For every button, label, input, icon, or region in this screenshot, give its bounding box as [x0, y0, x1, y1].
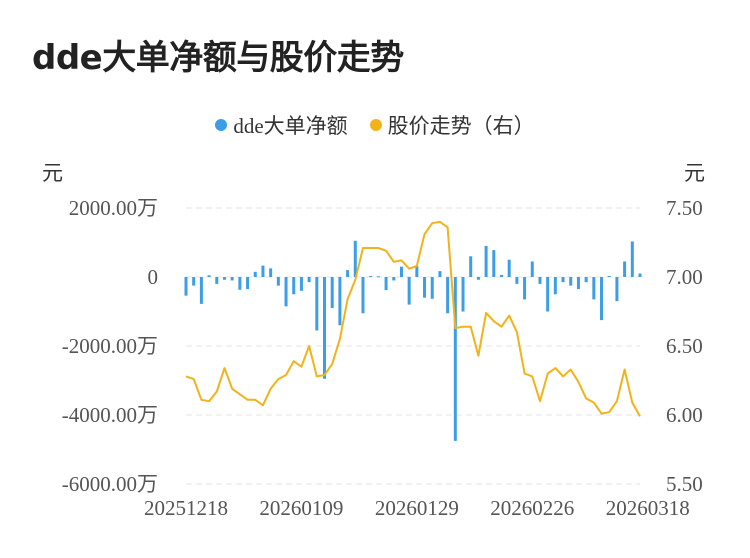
dde-bar — [307, 277, 311, 283]
y-left-tick-label: 2000.00万 — [69, 196, 158, 220]
dde-bar — [438, 271, 442, 277]
dde-bar — [569, 277, 573, 286]
left-axis-unit: 元 — [42, 161, 63, 185]
dde-bar — [630, 241, 634, 277]
dde-bar — [299, 277, 303, 291]
dde-bar — [446, 277, 450, 314]
dde-bar — [423, 277, 427, 298]
x-tick-label: 20260226 — [490, 496, 574, 520]
dde-bar — [430, 277, 434, 299]
dde-bar — [499, 274, 503, 277]
dde-bar — [361, 277, 365, 314]
dde-bar — [330, 277, 334, 309]
dde-bar — [246, 277, 250, 290]
legend-dot-dde-icon — [215, 119, 228, 131]
dde-bar — [523, 277, 527, 300]
dde-bar — [253, 271, 257, 277]
dde-bar — [638, 273, 642, 277]
x-tick-label: 20260109 — [259, 496, 343, 520]
dde-bar — [530, 261, 534, 277]
dde-bar — [584, 277, 588, 283]
dde-bar — [353, 240, 357, 277]
dde-bar — [615, 277, 619, 302]
right-axis-unit: 元 — [684, 161, 705, 185]
dde-bar — [453, 277, 457, 441]
dde-bar — [561, 277, 565, 283]
dde-bar — [315, 277, 319, 331]
x-tick-label: 20251218 — [144, 496, 228, 520]
dde-bar — [292, 277, 296, 295]
dde-bar — [553, 277, 557, 295]
dde-bar — [600, 277, 604, 321]
dde-bar — [538, 277, 542, 284]
dde-bar — [338, 277, 342, 326]
dde-bar — [623, 261, 627, 277]
y-left-tick-label: -4000.00万 — [62, 403, 158, 427]
legend-item-dde[interactable]: dde大单净额 — [215, 110, 348, 140]
dde-bar — [399, 266, 403, 277]
legend-item-price[interactable]: 股价走势（右） — [369, 110, 535, 140]
y-left-tick-label: -6000.00万 — [62, 472, 158, 496]
dde-bar — [546, 277, 550, 312]
y-right-tick-label: 5.50 — [666, 472, 703, 496]
dde-bar — [415, 265, 419, 277]
dde-bar — [192, 277, 196, 286]
dde-bar — [376, 276, 380, 278]
dde-bar — [384, 277, 388, 291]
dde-bar — [461, 277, 465, 312]
price-line — [185, 220, 641, 417]
dde-bar — [476, 277, 480, 280]
dde-bar — [576, 277, 580, 290]
dde-bar — [369, 275, 373, 277]
dde-bar — [492, 250, 496, 277]
y-right-tick-label: 7.00 — [666, 265, 703, 289]
x-tick-label: 20260129 — [375, 496, 459, 520]
legend-dot-price-icon — [369, 119, 382, 131]
chart-title: dde大单净额与股价走势 — [32, 38, 404, 78]
y-left-tick-label: -2000.00万 — [62, 334, 158, 358]
dde-bar — [407, 277, 411, 305]
dde-bar — [184, 277, 188, 296]
dde-bar — [261, 265, 265, 277]
dde-bar — [222, 277, 226, 280]
legend-label-price: 股价走势（右） — [387, 114, 535, 138]
y-right-tick-label: 6.00 — [666, 403, 703, 427]
dde-bar — [392, 277, 396, 281]
dde-bar — [507, 259, 511, 277]
y-left-tick-label: 0 — [148, 265, 159, 289]
x-tick-label: 20260318 — [606, 496, 690, 520]
dde-bar — [207, 275, 211, 277]
dde-bar — [215, 277, 219, 284]
dde-bar — [515, 277, 519, 284]
dde-bar — [607, 275, 611, 277]
legend-label-dde: dde大单净额 — [233, 114, 348, 138]
legend: dde大单净额 股价走势（右） — [0, 110, 750, 140]
dde-bar — [230, 277, 234, 281]
dde-bar — [323, 277, 327, 379]
dde-bar — [484, 245, 488, 277]
dde-bar — [276, 277, 280, 286]
dde-bar — [284, 277, 288, 307]
dde-bar — [592, 277, 596, 300]
dde-bar — [269, 268, 273, 277]
y-right-tick-label: 7.50 — [666, 196, 703, 220]
dde-bar — [238, 277, 242, 290]
dde-bar — [469, 256, 473, 277]
y-right-tick-label: 6.50 — [666, 334, 703, 358]
dde-bar — [199, 277, 203, 304]
dde-bar — [346, 270, 350, 277]
